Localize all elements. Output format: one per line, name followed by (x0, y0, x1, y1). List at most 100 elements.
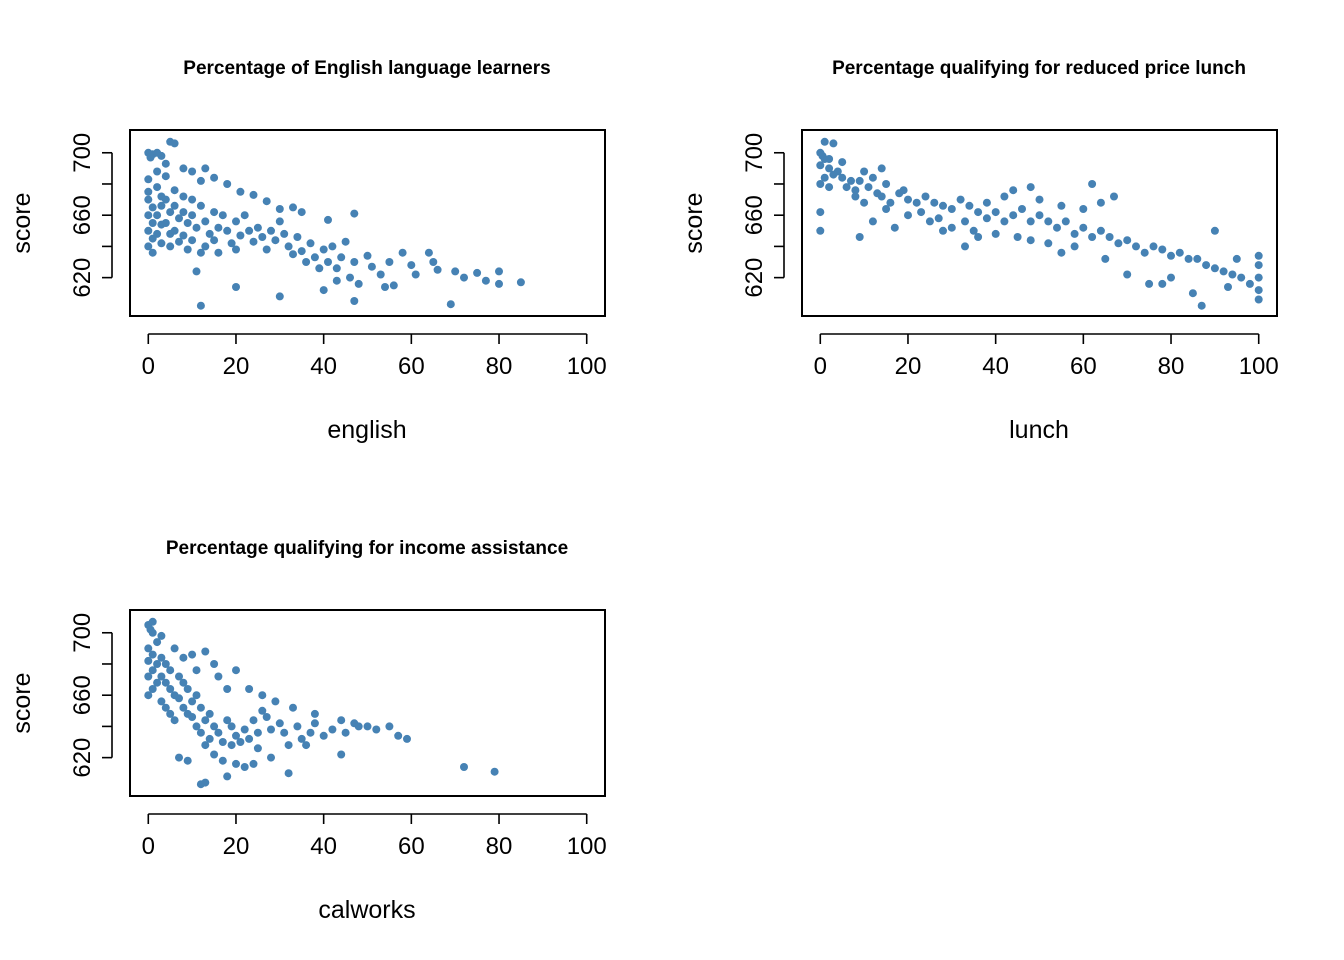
data-point (974, 233, 983, 241)
scatter-points (144, 617, 499, 789)
data-point (175, 753, 183, 762)
x-axis: 0 20 40 60 80 100 (142, 813, 607, 860)
data-point (1140, 248, 1149, 257)
data-point (297, 734, 306, 743)
data-point (842, 183, 851, 192)
data-point (516, 278, 525, 287)
data-point (227, 722, 236, 731)
data-point (965, 201, 974, 210)
data-point (969, 226, 978, 235)
data-point (473, 268, 482, 277)
x-tick-label: 0 (814, 353, 827, 380)
data-point (258, 233, 267, 241)
data-point (170, 139, 179, 148)
data-point (310, 253, 319, 262)
data-point (249, 190, 258, 199)
data-point (245, 734, 254, 743)
data-point (816, 208, 825, 217)
data-point (170, 226, 179, 235)
data-point (144, 691, 153, 700)
data-point (495, 267, 503, 276)
data-point (899, 186, 908, 195)
data-point (1210, 264, 1219, 273)
data-point (1245, 279, 1254, 288)
data-point (275, 217, 284, 226)
data-point (179, 653, 188, 662)
y-tick-label: 620 (69, 258, 96, 298)
x-tick-label: 80 (486, 833, 513, 860)
data-point (223, 716, 232, 725)
data-point (227, 239, 236, 248)
data-point (236, 187, 245, 196)
data-point (144, 226, 153, 235)
data-point (175, 214, 183, 223)
data-point (341, 728, 350, 737)
data-point (232, 666, 240, 675)
data-point (829, 139, 838, 148)
data-point (144, 644, 153, 653)
data-point (179, 192, 188, 201)
data-point (974, 208, 983, 217)
data-point (376, 270, 385, 279)
data-point (258, 706, 267, 715)
data-point (1061, 217, 1070, 226)
data-point (1197, 301, 1206, 310)
data-point (240, 763, 249, 771)
data-point (1110, 192, 1118, 201)
data-point (161, 660, 170, 668)
data-point (153, 167, 162, 176)
data-point (1145, 279, 1154, 288)
data-point (267, 753, 275, 762)
data-point (860, 198, 869, 207)
data-point (218, 211, 227, 220)
data-point (1132, 242, 1140, 251)
data-point (1254, 286, 1263, 295)
x-tick-label: 20 (223, 833, 250, 860)
data-point (1101, 254, 1110, 263)
data-point (1254, 295, 1263, 304)
x-axis-label: lunch (1009, 416, 1069, 444)
data-point (1167, 251, 1175, 260)
data-point (864, 183, 873, 192)
data-point (991, 229, 1000, 238)
data-point (346, 273, 354, 282)
data-point (1254, 251, 1263, 260)
data-point (144, 656, 153, 665)
data-point (1123, 270, 1132, 279)
data-point (280, 728, 289, 737)
data-point (389, 281, 398, 290)
data-point (148, 219, 157, 227)
plot-frame (129, 129, 606, 317)
data-point (1070, 229, 1079, 238)
data-point (961, 217, 969, 226)
data-point (904, 195, 912, 204)
panel-title: Percentage of English language learners (183, 58, 550, 79)
data-point (236, 738, 245, 746)
data-point (306, 239, 315, 248)
data-point (1158, 245, 1167, 254)
data-point (337, 716, 346, 725)
data-point (201, 778, 210, 787)
data-point (1026, 183, 1035, 192)
data-point (934, 214, 943, 223)
data-point (350, 209, 359, 218)
data-point (153, 183, 162, 192)
y-tick-label: 700 (69, 133, 96, 173)
data-point (820, 137, 829, 146)
data-point (201, 217, 210, 226)
data-point (825, 155, 834, 163)
data-point (939, 201, 947, 210)
data-point (183, 219, 192, 227)
data-point (153, 211, 162, 220)
data-point (166, 666, 175, 675)
data-point (223, 180, 232, 188)
scatter-points (816, 137, 1263, 310)
data-point (183, 245, 192, 254)
data-point (1035, 211, 1044, 220)
panel-title: Percentage qualifying for income assista… (166, 538, 568, 559)
x-tick-label: 80 (486, 353, 513, 380)
data-point (1224, 283, 1232, 291)
data-point (166, 208, 175, 217)
data-point (381, 283, 389, 291)
data-point (223, 685, 232, 693)
